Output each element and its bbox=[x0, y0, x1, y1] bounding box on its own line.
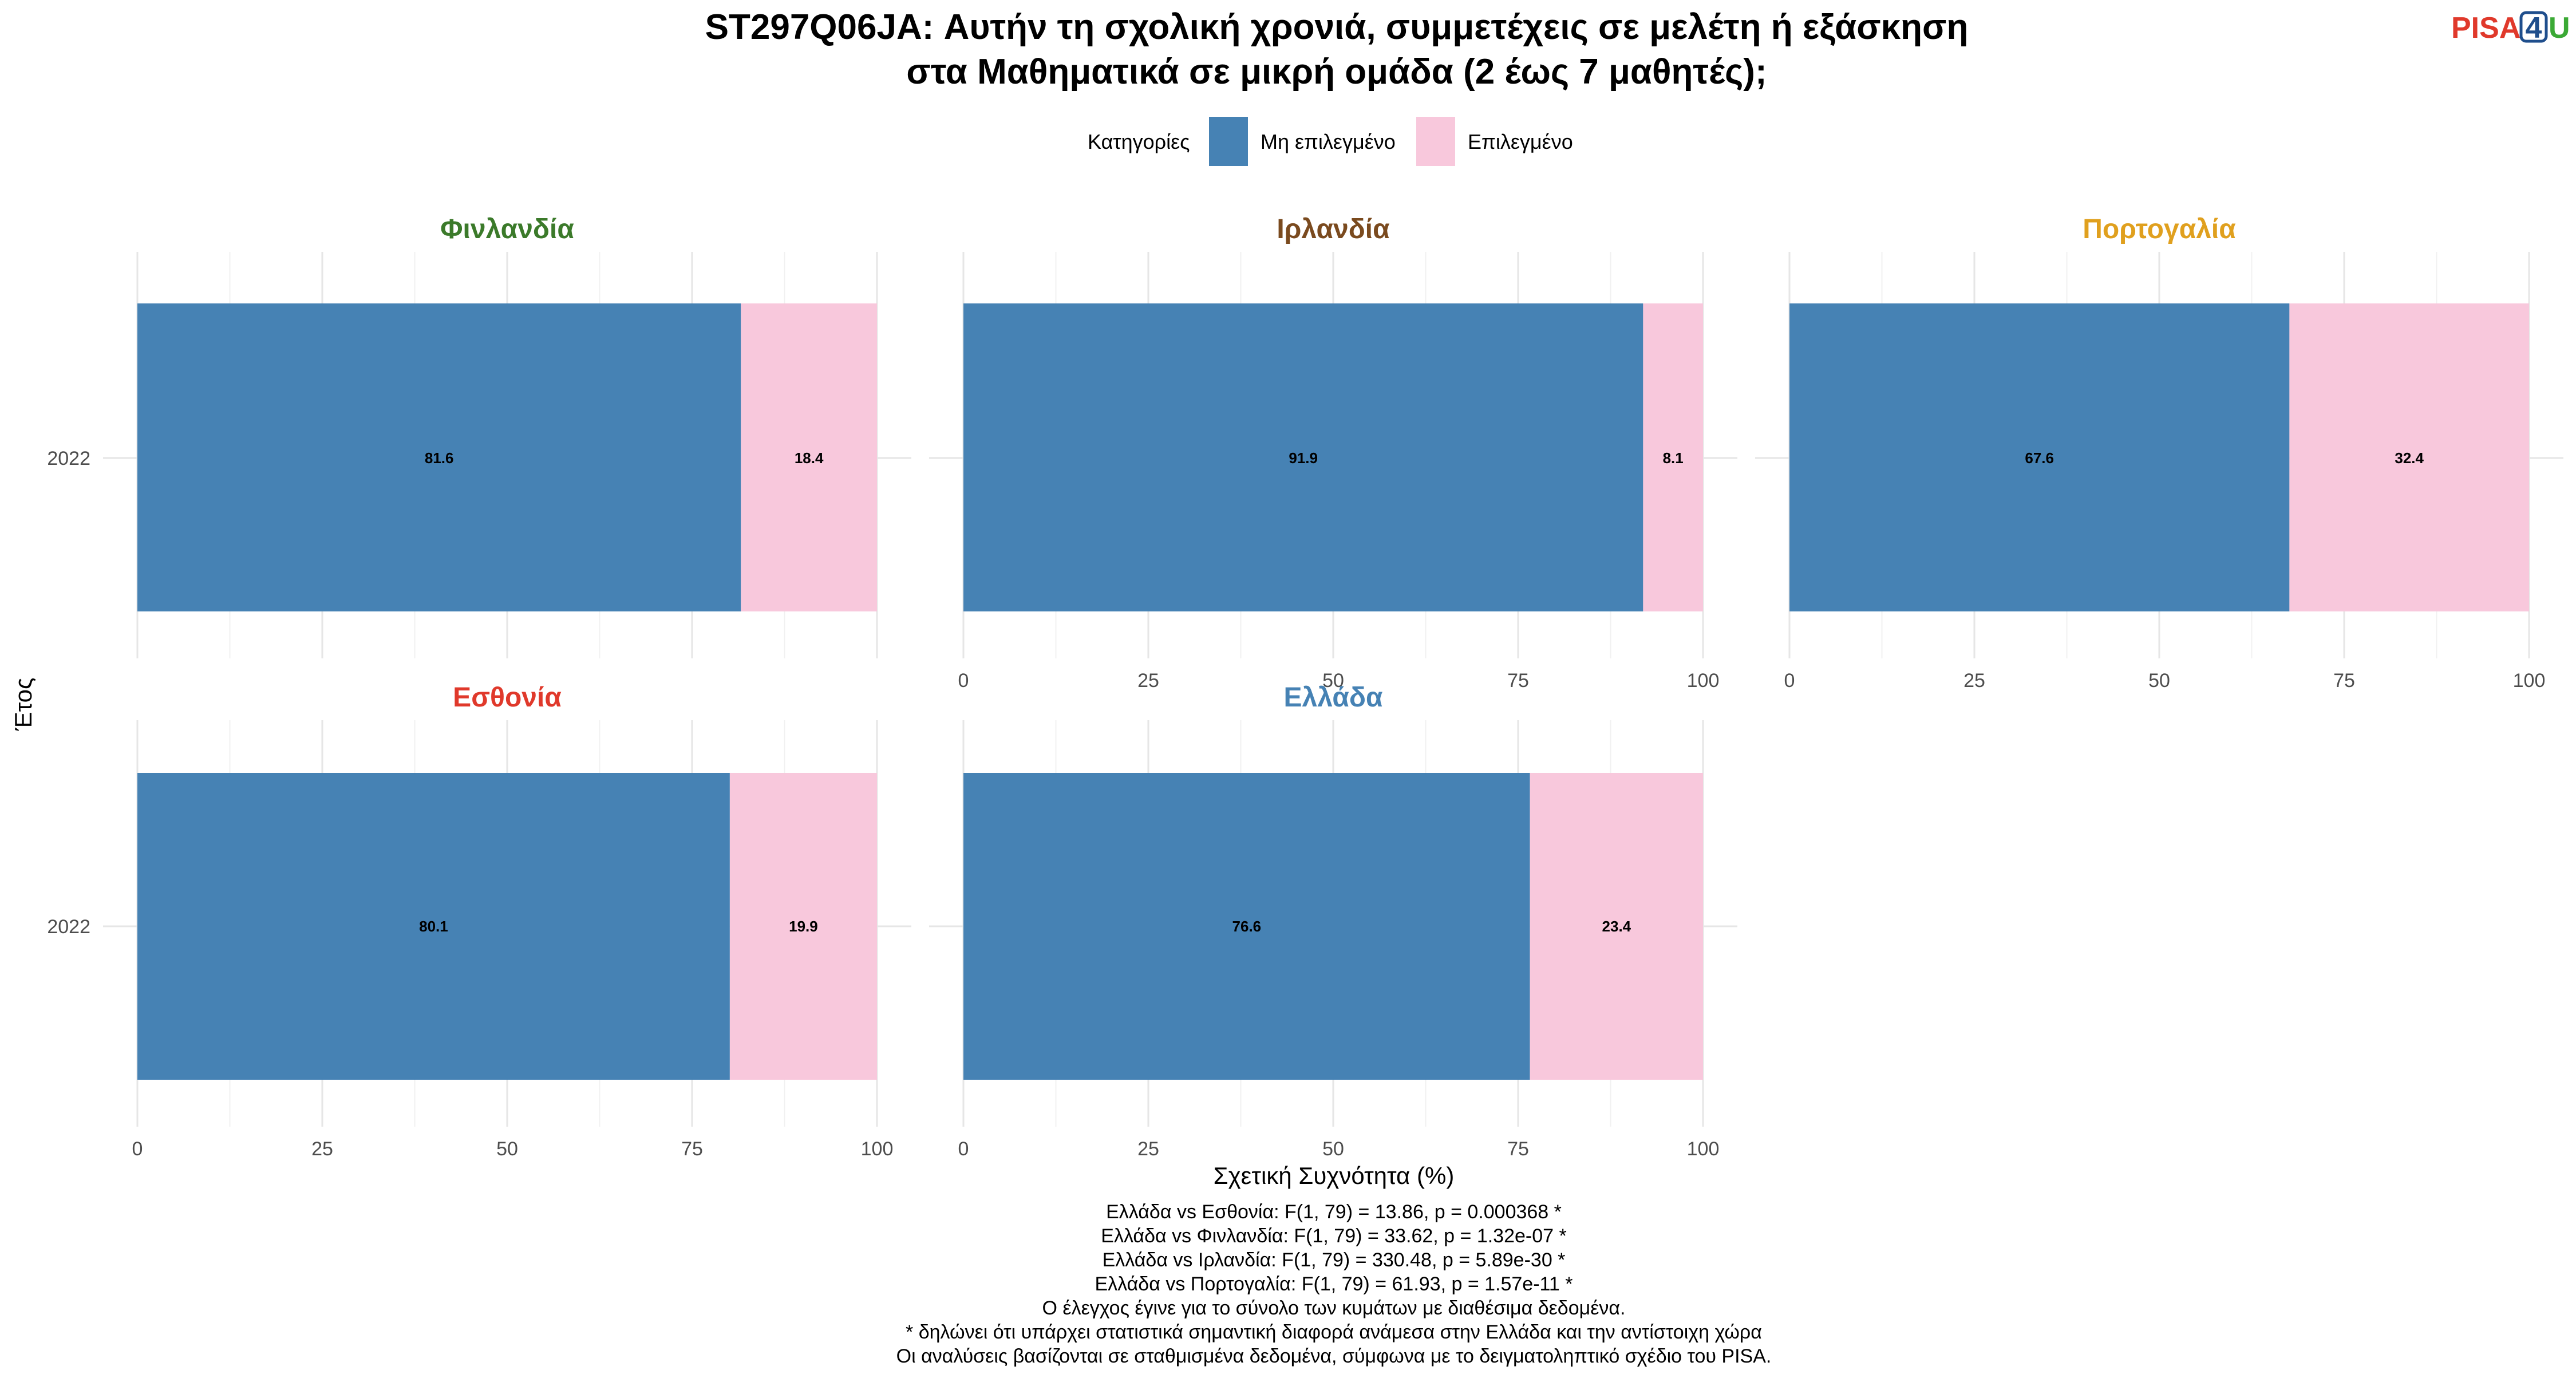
bar-segment-not-selected bbox=[963, 773, 1530, 1080]
bar-segment-selected bbox=[729, 773, 877, 1080]
facet-title: Ελλάδα bbox=[1284, 682, 1383, 713]
bar-value-label: 81.6 bbox=[425, 449, 454, 467]
pisa4u-logo: PISA bbox=[2451, 11, 2520, 45]
logo-text-pisa: PISA bbox=[2451, 11, 2520, 45]
bar-value-label: 91.9 bbox=[1289, 449, 1318, 467]
y-axis-title: Έτος bbox=[10, 678, 37, 732]
x-tick-label: 25 bbox=[1137, 1138, 1159, 1160]
caption-line-5: Ο έλεγχος έγινε για το σύνολο των κυμάτω… bbox=[1042, 1297, 1626, 1319]
caption-line-3: Ελλάδα vs Ιρλανδία: F(1, 79) = 330.48, p… bbox=[1103, 1249, 1566, 1271]
facet-2: Ιρλανδία 91.9 8.1 0 25 50 75 100 bbox=[929, 214, 1737, 692]
facet-5: Ελλάδα 76.6 23.4 0 25 50 75 100 bbox=[929, 682, 1737, 1160]
legend: Κατηγορίες Μη επιλεγμένο Επιλεγμένο bbox=[1088, 117, 1573, 166]
y-tick-label: 2022 bbox=[47, 916, 90, 938]
facet-panels: Φινλανδία 81.6 18.4 2022 Ιρλανδία 91.9 8.1 0 25 5… bbox=[47, 214, 2563, 1160]
logo-text-u: U bbox=[2549, 11, 2570, 45]
bar-value-label: 23.4 bbox=[1602, 918, 1631, 935]
x-tick-label: 25 bbox=[1137, 670, 1159, 692]
x-tick-label: 100 bbox=[1687, 1138, 1720, 1160]
x-tick-label: 75 bbox=[681, 1138, 703, 1160]
x-tick-label: 100 bbox=[861, 1138, 894, 1160]
bar-value-label: 67.6 bbox=[2025, 449, 2054, 467]
facet-3: Πορτογαλία 67.6 32.4 0 25 50 75 100 bbox=[1755, 214, 2563, 692]
x-tick-label: 50 bbox=[1322, 670, 1344, 692]
bar-value-label: 18.4 bbox=[795, 449, 824, 467]
bar-value-label: 8.1 bbox=[1663, 449, 1684, 467]
chart-title-line-2: στα Μαθηματικά σε μικρή ομάδα (2 έως 7 μ… bbox=[906, 52, 1767, 92]
logo-text-4: 4 bbox=[2526, 11, 2542, 45]
bar-value-label: 80.1 bbox=[419, 918, 448, 935]
legend-swatch-selected bbox=[1416, 117, 1455, 166]
bar-segment-selected bbox=[1643, 303, 1703, 611]
x-tick-label: 100 bbox=[1687, 670, 1720, 692]
facet-1: Φινλανδία 81.6 18.4 2022 bbox=[47, 214, 911, 658]
bar-value-label: 32.4 bbox=[2395, 449, 2424, 467]
bar-segment-not-selected bbox=[1789, 303, 2290, 611]
x-tick-label: 25 bbox=[311, 1138, 333, 1160]
x-tick-label: 50 bbox=[1322, 1138, 1344, 1160]
x-tick-label: 0 bbox=[958, 670, 969, 692]
logo-badge: 4 bbox=[2519, 11, 2548, 45]
facet-title: Ιρλανδία bbox=[1277, 214, 1390, 244]
facet-title: Φινλανδία bbox=[440, 214, 574, 244]
caption: Ελλάδα vs Εσθονία: F(1, 79) = 13.86, p =… bbox=[896, 1201, 1772, 1367]
x-tick-label: 0 bbox=[132, 1138, 143, 1160]
bar-segment-selected bbox=[2289, 303, 2529, 611]
caption-line-7: Οι αναλύσεις βασίζονται σε σταθμισμένα δ… bbox=[896, 1345, 1772, 1367]
caption-line-6: * δηλώνει ότι υπάρχει στατιστικά σημαντι… bbox=[906, 1321, 1762, 1343]
x-axis-title: Σχετική Συχνότητα (%) bbox=[1214, 1162, 1455, 1189]
caption-line-2: Ελλάδα vs Φινλανδία: F(1, 79) = 33.62, p… bbox=[1101, 1225, 1566, 1247]
legend-title: Κατηγορίες bbox=[1088, 130, 1190, 153]
legend-swatch-not-selected bbox=[1209, 117, 1248, 166]
bar-segment-not-selected bbox=[137, 773, 730, 1080]
bar-value-label: 76.6 bbox=[1232, 918, 1262, 935]
x-tick-label: 50 bbox=[2148, 670, 2170, 692]
x-tick-label: 75 bbox=[1507, 670, 1529, 692]
x-tick-label: 0 bbox=[958, 1138, 969, 1160]
x-tick-label: 100 bbox=[2513, 670, 2546, 692]
caption-line-1: Ελλάδα vs Εσθονία: F(1, 79) = 13.86, p =… bbox=[1106, 1201, 1562, 1223]
bar-segment-selected bbox=[1530, 773, 1703, 1080]
caption-line-4: Ελλάδα vs Πορτογαλία: F(1, 79) = 61.93, … bbox=[1095, 1273, 1573, 1295]
facet-title: Πορτογαλία bbox=[2083, 214, 2236, 244]
x-tick-label: 0 bbox=[1784, 670, 1795, 692]
y-tick-label: 2022 bbox=[47, 448, 90, 469]
chart-title-line-1: ST297Q06JA: Αυτήν τη σχολική χρονιά, συμ… bbox=[705, 7, 1969, 47]
legend-label-selected: Επιλεγμένο bbox=[1468, 130, 1573, 153]
x-tick-label: 75 bbox=[2333, 670, 2355, 692]
bar-segment-not-selected bbox=[963, 303, 1643, 611]
x-tick-label: 50 bbox=[496, 1138, 518, 1160]
legend-label-not-selected: Μη επιλεγμένο bbox=[1261, 130, 1396, 153]
facet-title: Εσθονία bbox=[453, 682, 562, 713]
bar-segment-not-selected bbox=[137, 303, 741, 611]
x-tick-label: 25 bbox=[1963, 670, 1985, 692]
bar-segment-selected bbox=[741, 303, 877, 611]
facet-4: Εσθονία 80.1 19.9 2022 0 25 50 75 100 bbox=[47, 682, 911, 1160]
x-tick-label: 75 bbox=[1507, 1138, 1529, 1160]
bar-value-label: 19.9 bbox=[789, 918, 818, 935]
